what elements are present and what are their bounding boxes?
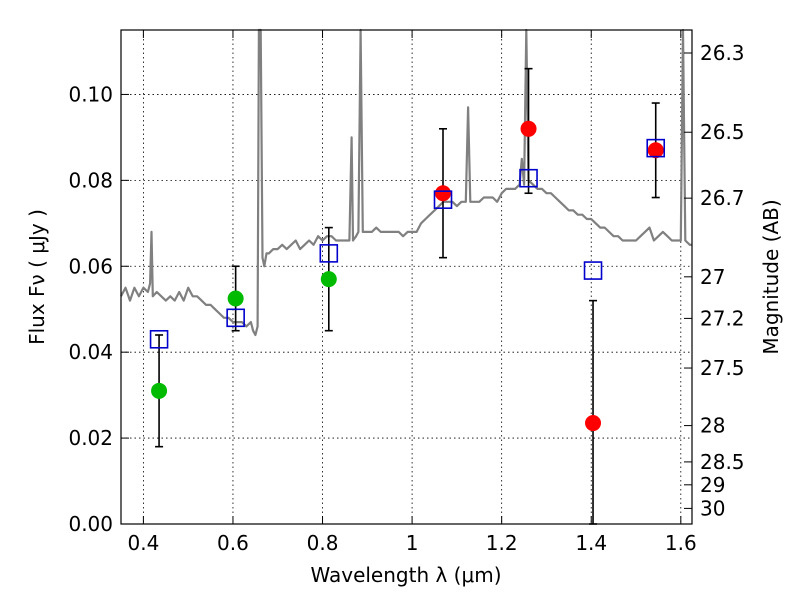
x-tick-label: 0.4 bbox=[127, 531, 159, 555]
y-tick-label: 0.00 bbox=[68, 512, 113, 536]
y2-tick-label: 28.5 bbox=[700, 450, 745, 474]
spectrum-line bbox=[120, 28, 692, 337]
data-point bbox=[151, 382, 168, 399]
data-point bbox=[320, 271, 337, 288]
data-point bbox=[647, 142, 664, 159]
x-tick-label: 0.8 bbox=[307, 531, 339, 555]
plot-frame bbox=[120, 29, 693, 525]
points-layer bbox=[151, 120, 664, 432]
y2-tick-label: 28 bbox=[700, 414, 725, 438]
y2-axis-label: Magnitude (AB) bbox=[759, 199, 783, 354]
y2-tick-label: 30 bbox=[700, 496, 725, 520]
model-square bbox=[433, 190, 453, 209]
grid bbox=[121, 30, 692, 525]
y2-tick-label: 26.7 bbox=[700, 186, 745, 210]
model-square bbox=[226, 308, 245, 328]
y2-tick-label: 26.3 bbox=[700, 41, 745, 65]
y-tick-label: 0.08 bbox=[68, 168, 113, 192]
squares-layer bbox=[149, 138, 666, 349]
model-square bbox=[319, 244, 339, 263]
data-point bbox=[227, 290, 244, 307]
y2-tick-label: 27.2 bbox=[700, 306, 745, 330]
x-axis-label: Wavelength λ (μm) bbox=[310, 563, 501, 587]
spectrum-layer bbox=[120, 28, 692, 337]
model-square bbox=[149, 329, 169, 349]
data-point bbox=[520, 120, 537, 137]
data-point bbox=[434, 185, 451, 202]
model-square bbox=[583, 261, 603, 280]
y-tick-label: 0.04 bbox=[68, 340, 113, 364]
y2-tick-label: 27.5 bbox=[700, 356, 745, 380]
model-square bbox=[646, 138, 666, 158]
x-tick-label: 1.4 bbox=[575, 531, 607, 555]
x-tick-label: 0.6 bbox=[217, 531, 249, 555]
y-tick-label: 0.02 bbox=[68, 426, 113, 450]
x-tick-label: 1 bbox=[406, 531, 419, 555]
data-point bbox=[585, 415, 602, 432]
x-tick-label: 1.2 bbox=[486, 531, 518, 555]
y-tick-label: 0.10 bbox=[68, 82, 113, 106]
y2-tick-label: 26.5 bbox=[700, 120, 745, 144]
y-tick-label: 0.06 bbox=[68, 254, 113, 278]
x-tick-label: 1.6 bbox=[665, 531, 697, 555]
y-axis-label: Flux Fν ( μJy ) bbox=[25, 209, 49, 345]
y2-tick-label: 29 bbox=[700, 473, 725, 497]
ticks-layer: 0.4 0.6 0.8 1 1.2 1.4 1.6 0.00 0.02 0.04 0.06 0.08 0… bbox=[68, 30, 745, 555]
y2-tick-label: 27 bbox=[700, 265, 725, 289]
model-square bbox=[519, 168, 538, 188]
